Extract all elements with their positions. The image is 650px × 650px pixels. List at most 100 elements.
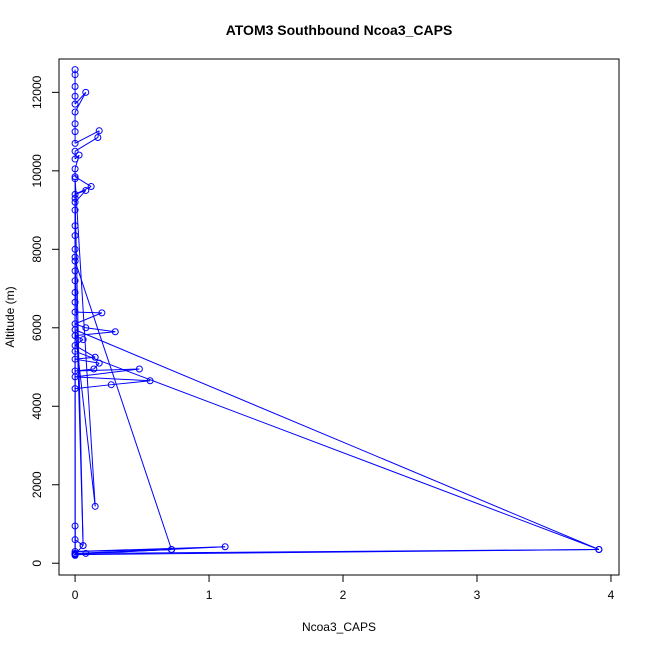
data-point (75, 151, 83, 159)
plot-frame (58, 58, 620, 576)
data-point (71, 139, 79, 147)
y-axis-label: Altitude (m) (3, 286, 17, 347)
series-line-segment (74, 92, 87, 113)
data-point (82, 549, 90, 557)
data-point (595, 545, 603, 553)
data-point (71, 190, 79, 198)
series-line-segment (74, 335, 84, 341)
data-point (98, 309, 106, 317)
data-point (71, 257, 79, 265)
y-tick-label: 12000 (30, 75, 44, 109)
series-line-segment (75, 384, 112, 390)
data-point (71, 347, 79, 355)
series-line-segment (74, 178, 96, 507)
series-line-segment (75, 331, 116, 337)
data-point (71, 288, 79, 296)
data-point (71, 173, 79, 181)
data-point (71, 222, 79, 230)
chart-title: ATOM3 Southbound Ncoa3_CAPS (226, 22, 453, 38)
data-point (91, 353, 99, 361)
data-point (71, 206, 79, 214)
data-point (82, 324, 90, 332)
data-point (221, 543, 229, 551)
series-line-segment (75, 548, 172, 554)
data-point (71, 198, 79, 206)
data-point (71, 549, 79, 557)
data-point (71, 194, 79, 202)
data-point (71, 120, 79, 128)
data-point (71, 551, 79, 559)
data-point (90, 365, 98, 373)
data-point (111, 328, 119, 336)
series-line-segment (93, 362, 100, 370)
y-tick-label: 2000 (30, 471, 44, 498)
x-axis-label: Ncoa3_CAPS (302, 620, 376, 634)
series-line-segment (85, 327, 116, 333)
data-point (95, 127, 103, 135)
data-point (146, 377, 154, 385)
series-line-segment (74, 154, 80, 170)
x-tick-label: 2 (340, 588, 347, 602)
x-tick-label: 4 (608, 588, 615, 602)
series-line-segment (75, 311, 102, 314)
data-point (71, 298, 79, 306)
x-tick-label: 3 (474, 588, 481, 602)
data-point (71, 66, 79, 74)
y-tick-label: 8000 (30, 236, 44, 263)
y-tick-label: 10000 (30, 154, 44, 188)
data-point (91, 502, 99, 510)
data-point (71, 175, 79, 183)
x-tick-label: 0 (72, 588, 79, 602)
data-point (71, 165, 79, 173)
y-tick-label: 0 (30, 560, 44, 567)
data-point (71, 326, 79, 334)
series-line-segment (74, 189, 86, 195)
data-point (82, 186, 90, 194)
data-point (168, 545, 176, 553)
data-point (71, 253, 79, 261)
series-line-segment (75, 376, 151, 382)
x-axis: 0 1 2 3 4 (72, 574, 615, 602)
data-point (71, 100, 79, 108)
data-point (71, 232, 79, 240)
y-axis: 0 2000 4000 6000 8000 10000 12000 (30, 75, 60, 567)
data-point (71, 277, 79, 285)
data-point (71, 522, 79, 530)
series-line-segment (74, 260, 173, 550)
series-line-segment (111, 380, 151, 386)
data-series (71, 66, 603, 559)
series-line-segment (74, 329, 600, 550)
series-line-segment (74, 137, 99, 152)
data-point (71, 547, 79, 555)
series-line-segment (75, 548, 599, 556)
data-point (82, 88, 90, 96)
data-point (135, 365, 143, 373)
data-point (71, 82, 79, 90)
data-point (71, 128, 79, 136)
series-line-segment (74, 130, 100, 144)
data-point (71, 308, 79, 316)
data-point (107, 381, 115, 389)
data-point (71, 71, 79, 79)
data-point (71, 373, 79, 381)
data-point (71, 245, 79, 253)
series-line-segment (74, 198, 84, 546)
data-point (95, 359, 103, 367)
series-line-segment (75, 368, 140, 372)
series-line-segment (74, 539, 84, 546)
x-tick-label: 1 (206, 588, 213, 602)
data-point (79, 542, 87, 550)
series-line-segment (75, 368, 140, 378)
data-point (71, 385, 79, 393)
y-tick-label: 4000 (30, 393, 44, 420)
data-point (71, 155, 79, 163)
y-tick-label: 6000 (30, 314, 44, 341)
data-point (71, 355, 79, 363)
data-point (94, 133, 102, 141)
series-line-segment (74, 312, 103, 325)
data-point (71, 92, 79, 100)
series-line-segment (74, 350, 600, 550)
data-point (87, 183, 95, 191)
data-point (79, 336, 87, 344)
